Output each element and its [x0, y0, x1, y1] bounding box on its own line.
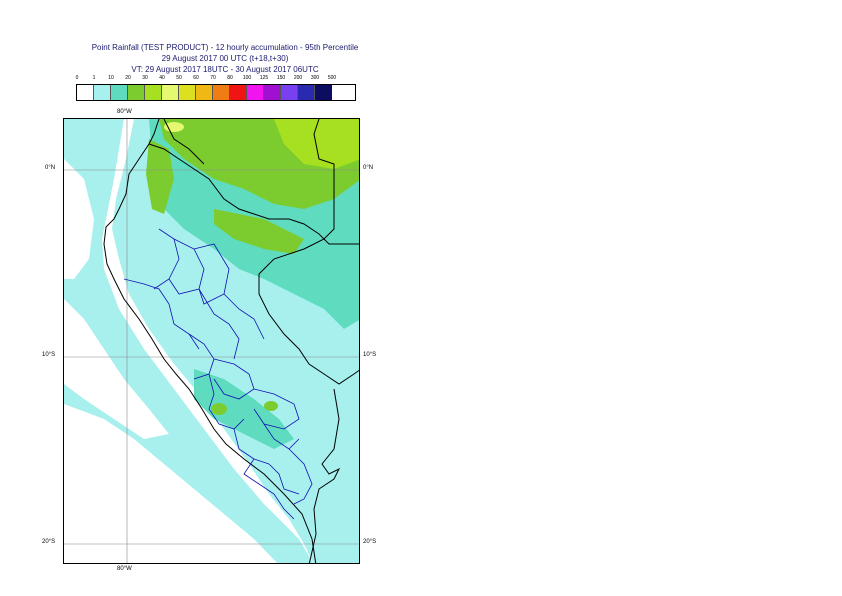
title-block: Point Rainfall (TEST PRODUCT) - 12 hourl…	[60, 42, 390, 75]
legend-swatch	[128, 85, 145, 100]
title-line-2: 29 August 2017 00 UTC (t+18,t+30)	[161, 54, 289, 63]
title-line-1: Point Rainfall (TEST PRODUCT) - 12 hourl…	[91, 43, 359, 52]
legend-threshold-label: 80	[227, 75, 233, 81]
legend-swatch	[281, 85, 298, 100]
legend-swatch	[77, 85, 94, 100]
lon-label-bottom: 80°W	[117, 566, 132, 572]
legend-threshold-label: 20	[125, 75, 131, 81]
legend-threshold-label: 100	[242, 75, 252, 81]
legend-threshold-label: 150	[276, 75, 286, 81]
legend-color-bar	[76, 84, 356, 101]
legend-swatch	[111, 85, 128, 100]
border-ecuador-peru	[148, 143, 359, 245]
lat-label-left-0: 0°N	[45, 165, 56, 171]
rain-spot-yellow-north	[164, 122, 184, 132]
legend-threshold-label: 125	[259, 75, 269, 81]
legend-swatch	[94, 85, 111, 100]
legend-threshold-label: 70	[210, 75, 216, 81]
legend-swatch	[179, 85, 196, 100]
color-legend: 0 1 10 20 30 40 50 60 70 80 100 125 150 200 300 500	[76, 75, 356, 101]
legend-swatch	[247, 85, 264, 100]
legend-swatch	[196, 85, 213, 100]
border-peru-brazil	[258, 119, 359, 385]
regional-borders	[123, 228, 313, 520]
legend-labels: 0 1 10 20 30 40 50 60 70 80 100 125 150 200 300 500	[76, 75, 356, 84]
lat-label-left-10: 10°S	[42, 352, 56, 358]
legend-threshold-label: 30	[142, 75, 148, 81]
rain-spot-green-south-1	[211, 403, 227, 415]
offshore-white-gap	[64, 299, 169, 439]
map-svg	[64, 119, 359, 563]
rainfall-map	[63, 118, 360, 564]
legend-swatch	[145, 85, 162, 100]
legend-swatch	[230, 85, 247, 100]
offshore-white-gap-2	[64, 159, 94, 279]
rain-band-green-mid	[214, 209, 304, 254]
legend-threshold-label: 0	[75, 75, 79, 81]
legend-swatch	[298, 85, 315, 100]
legend-threshold-label: 300	[310, 75, 320, 81]
legend-threshold-label: 50	[176, 75, 182, 81]
legend-swatch	[264, 85, 281, 100]
coastline	[103, 119, 317, 563]
offshore-rain-band	[64, 119, 313, 563]
legend-swatch	[213, 85, 230, 100]
title-line-3: VT: 29 August 2017 18UTC - 30 August 201…	[131, 65, 319, 74]
lat-label-right-10: 10°S	[363, 352, 377, 358]
border-north-inland	[163, 119, 205, 165]
rain-band-teal-central	[194, 369, 294, 449]
lat-label-left-20: 20°S	[42, 539, 56, 545]
rain-band-green-coast	[146, 139, 174, 214]
legend-threshold-label: 40	[159, 75, 165, 81]
legend-threshold-label: 10	[108, 75, 114, 81]
legend-threshold-label: 500	[327, 75, 337, 81]
legend-swatch	[315, 85, 332, 100]
lat-label-right-20: 20°S	[363, 539, 377, 545]
rain-spot-green-south-2	[264, 401, 278, 411]
lat-label-right-0: 0°N	[363, 165, 374, 171]
legend-threshold-label: 60	[193, 75, 199, 81]
legend-threshold-label: 1	[92, 75, 96, 81]
legend-swatch	[162, 85, 179, 100]
rain-band-teal-east	[264, 259, 359, 319]
border-peru-bolivia	[308, 388, 341, 563]
lon-label-top: 80°W	[117, 109, 132, 115]
legend-threshold-label: 200	[293, 75, 303, 81]
